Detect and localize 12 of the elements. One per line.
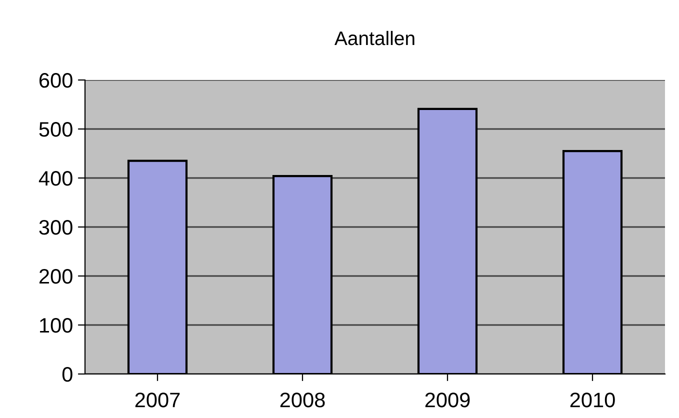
x-tick-label: 2010 — [570, 392, 615, 408]
y-tick-label: 200 — [39, 269, 72, 284]
y-tick-label: 300 — [39, 220, 72, 235]
x-tick-label: 2008 — [280, 392, 325, 408]
y-tick-label: 100 — [40, 318, 72, 333]
x-tick-label: 2007 — [135, 392, 180, 408]
y-tick-label: 0 — [62, 367, 72, 382]
x-tick-label: 2009 — [425, 392, 470, 408]
y-tick-label: 600 — [39, 73, 72, 88]
y-tick-label: 400 — [38, 171, 72, 186]
y-tick-label: 500 — [39, 122, 72, 137]
chart-title: Aantallen — [334, 30, 414, 46]
